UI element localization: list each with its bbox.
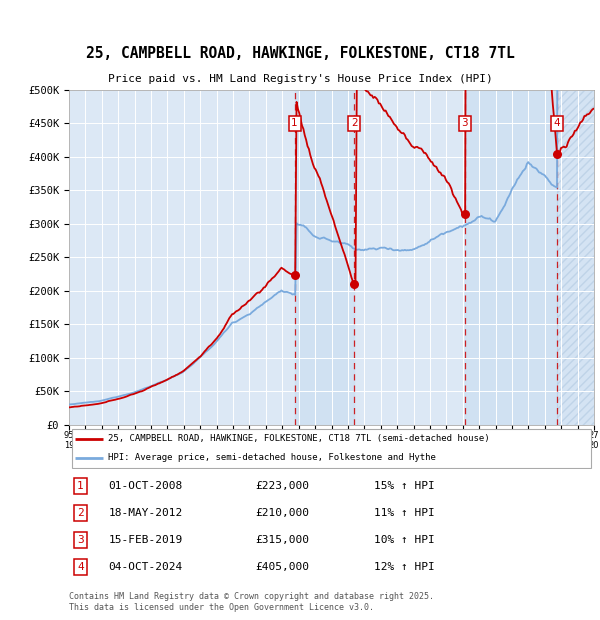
Bar	[295, 90, 354, 425]
Bar	[465, 90, 557, 425]
Text: 15-FEB-2019: 15-FEB-2019	[109, 535, 182, 545]
Text: 3: 3	[461, 118, 468, 128]
Text: HPI: Average price, semi-detached house, Folkestone and Hythe: HPI: Average price, semi-detached house,…	[109, 453, 436, 463]
Text: 15% ↑ HPI: 15% ↑ HPI	[373, 481, 434, 491]
Text: 2: 2	[77, 508, 84, 518]
Text: 18-MAY-2012: 18-MAY-2012	[109, 508, 182, 518]
Text: 3: 3	[77, 535, 84, 545]
FancyBboxPatch shape	[71, 429, 592, 467]
Text: £405,000: £405,000	[256, 562, 310, 572]
Text: Contains HM Land Registry data © Crown copyright and database right 2025.
This d: Contains HM Land Registry data © Crown c…	[69, 592, 434, 611]
Text: 1: 1	[77, 481, 84, 491]
Text: £210,000: £210,000	[256, 508, 310, 518]
Text: Price paid vs. HM Land Registry's House Price Index (HPI): Price paid vs. HM Land Registry's House …	[107, 74, 493, 84]
Text: 2: 2	[351, 118, 358, 128]
Text: £315,000: £315,000	[256, 535, 310, 545]
Text: 11% ↑ HPI: 11% ↑ HPI	[373, 508, 434, 518]
Text: 12% ↑ HPI: 12% ↑ HPI	[373, 562, 434, 572]
Text: 4: 4	[77, 562, 84, 572]
Text: 04-OCT-2024: 04-OCT-2024	[109, 562, 182, 572]
Text: 10% ↑ HPI: 10% ↑ HPI	[373, 535, 434, 545]
Text: 25, CAMPBELL ROAD, HAWKINGE, FOLKESTONE, CT18 7TL: 25, CAMPBELL ROAD, HAWKINGE, FOLKESTONE,…	[86, 46, 514, 61]
Text: 25, CAMPBELL ROAD, HAWKINGE, FOLKESTONE, CT18 7TL (semi-detached house): 25, CAMPBELL ROAD, HAWKINGE, FOLKESTONE,…	[109, 434, 490, 443]
Text: 4: 4	[554, 118, 560, 128]
Text: £223,000: £223,000	[256, 481, 310, 491]
Text: 01-OCT-2008: 01-OCT-2008	[109, 481, 182, 491]
Bar	[557, 90, 600, 425]
Text: 1: 1	[291, 118, 298, 128]
